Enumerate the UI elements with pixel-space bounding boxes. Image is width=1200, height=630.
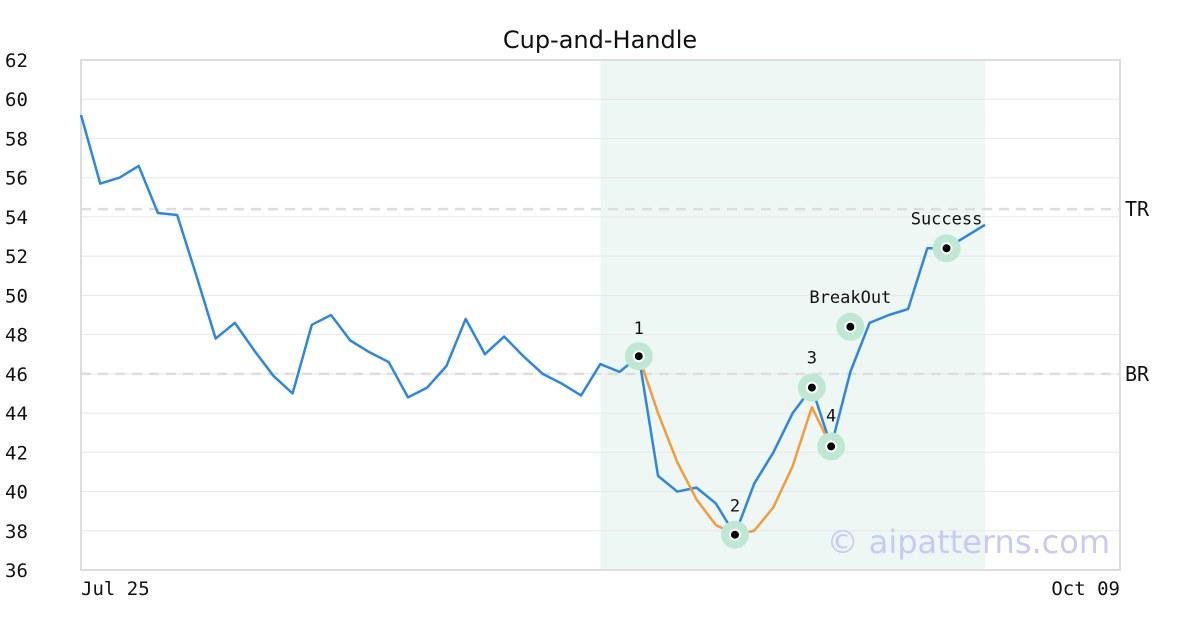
marker-point-breakout bbox=[844, 320, 857, 333]
x-tick-label: Oct 09 bbox=[1051, 578, 1120, 600]
marker-point-success bbox=[940, 242, 953, 255]
level-label-br: BR bbox=[1125, 362, 1150, 386]
marker-label-4: 4 bbox=[826, 406, 836, 426]
marker-point-3 bbox=[805, 381, 818, 394]
y-tick-label: 48 bbox=[5, 325, 28, 347]
y-tick-label: 44 bbox=[5, 403, 28, 425]
y-tick-label: 62 bbox=[5, 50, 28, 72]
chart-title: Cup-and-Handle bbox=[503, 26, 697, 54]
y-tick-label: 36 bbox=[5, 560, 28, 582]
marker-point-1 bbox=[632, 350, 645, 363]
marker-label-success: Success bbox=[911, 209, 983, 229]
y-tick-label: 52 bbox=[5, 246, 28, 268]
y-tick-label: 54 bbox=[5, 207, 28, 229]
marker-label-1: 1 bbox=[634, 319, 644, 339]
y-tick-label: 38 bbox=[5, 521, 28, 543]
x-tick-label: Jul 25 bbox=[81, 578, 150, 600]
marker-label-2: 2 bbox=[730, 497, 740, 517]
marker-point-2 bbox=[728, 528, 741, 541]
y-tick-label: 60 bbox=[5, 89, 28, 111]
y-tick-label: 50 bbox=[5, 285, 28, 307]
y-tick-label: 40 bbox=[5, 482, 28, 504]
marker-label-3: 3 bbox=[807, 349, 817, 369]
marker-label-breakout: BreakOut bbox=[809, 288, 891, 308]
plot-frame bbox=[80, 59, 1121, 571]
y-tick-label: 58 bbox=[5, 128, 28, 150]
level-label-tr: TR bbox=[1125, 197, 1150, 221]
y-tick-label: 56 bbox=[5, 168, 28, 190]
y-tick-label: 42 bbox=[5, 442, 28, 464]
pattern-highlight-band bbox=[600, 60, 985, 570]
watermark: © aipatterns.com bbox=[827, 523, 1110, 561]
y-tick-label: 46 bbox=[5, 364, 28, 386]
marker-point-4 bbox=[825, 440, 838, 453]
